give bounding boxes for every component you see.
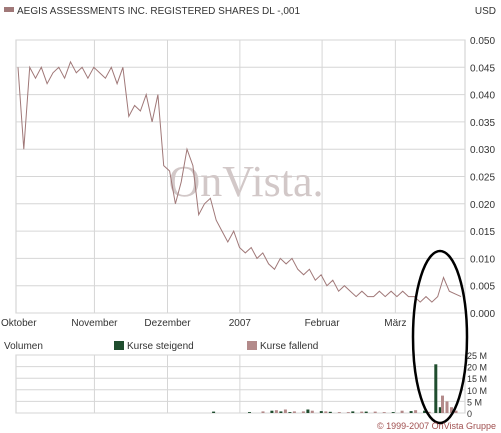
volume-panel (15, 354, 466, 414)
volume-y-tick-label: 15 M (467, 374, 487, 384)
legend-up-label: Kurse steigend (127, 341, 194, 352)
chart-title: AEGIS ASSESSMENTS INC. REGISTERED SHARES… (17, 6, 300, 17)
volume-bar-up (270, 410, 274, 413)
price-y-tick-label: 0.000 (470, 309, 495, 320)
volume-bar-down (283, 409, 287, 413)
volume-bar-up (212, 411, 216, 413)
volume-bar-down (373, 411, 377, 413)
price-y-tick-label: 0.025 (470, 173, 495, 184)
price-y-tick-label: 0.050 (470, 36, 495, 47)
title-legend-swatch (4, 7, 14, 12)
price-y-tick-label: 0.010 (470, 254, 495, 265)
price-y-tick-label: 0.035 (470, 118, 495, 129)
price-y-tick-label: 0.040 (470, 91, 495, 102)
price-series-line (17, 60, 462, 303)
price-x-tick-label: Februar (305, 318, 341, 329)
volume-bar-down (292, 411, 296, 413)
legend-up-swatch (114, 341, 124, 350)
volume-bar-down (427, 411, 431, 413)
price-x-tick-label: Oktober (1, 318, 37, 329)
volume-bar-down (274, 410, 278, 413)
volume-bar-down (261, 411, 265, 413)
volume-bar-up (248, 412, 251, 413)
volume-bar-down (337, 412, 341, 413)
price-grid (16, 39, 465, 314)
volume-bars (212, 364, 458, 413)
watermark: OnVista. (168, 157, 323, 206)
currency-label: USD (475, 6, 496, 17)
volume-bar-down (454, 410, 458, 413)
volume-y-tick-label: 5 M (467, 397, 482, 407)
legend-down-label: Kurse fallend (260, 341, 318, 352)
volume-bar-down (414, 410, 418, 413)
volume-bar-down (324, 411, 328, 413)
volume-bar-up (288, 412, 292, 413)
price-y-tick-label: 0.020 (470, 200, 495, 211)
volume-bar-down (400, 410, 404, 413)
price-y-axis: 0.050 0.045 0.040 0.035 0.030 0.025 0.020 0.015… (470, 36, 495, 320)
price-x-tick-label: November (71, 318, 118, 329)
legend-down-swatch (247, 341, 257, 350)
price-y-tick-label: 0.045 (470, 63, 495, 74)
volume-y-tick-label: 20 M (467, 363, 487, 373)
volume-bar-up (279, 411, 283, 413)
volume-y-tick-label: 25 M (467, 351, 487, 361)
volume-grid (16, 354, 465, 414)
volume-bar-up (328, 411, 332, 413)
price-y-tick-label: 0.015 (470, 227, 495, 238)
volume-title: Volumen (4, 341, 43, 352)
volume-bar-up (351, 411, 355, 413)
price-x-tick-label: 2007 (229, 318, 252, 329)
volume-bar-up (423, 410, 427, 413)
price-x-axis: Oktober November Dezember 2007 Februar März (1, 318, 406, 329)
volume-y-tick-label: 0 (467, 409, 472, 419)
price-y-tick-label: 0.005 (470, 282, 495, 293)
volume-bar-down (346, 412, 350, 413)
volume-bar-up (409, 411, 413, 413)
price-x-tick-label: Dezember (144, 318, 191, 329)
volume-bar-up (434, 364, 438, 413)
annotation-ellipse (411, 249, 469, 425)
volume-bar-up (319, 411, 323, 413)
volume-bar-down (360, 411, 364, 413)
volume-bar-down (382, 412, 386, 413)
volume-y-axis: 25 M 20 M15 M 10 M5 M 0 (467, 351, 487, 419)
volume-bar-down (441, 395, 444, 413)
volume-bar-up (306, 409, 310, 413)
price-y-tick-label: 0.030 (470, 145, 495, 156)
volume-bar-down (310, 410, 314, 413)
volume-bar-up (438, 407, 442, 413)
volume-bar-up (364, 411, 368, 413)
price-x-tick-label: März (384, 318, 406, 329)
volume-bar-down (450, 407, 453, 413)
volume-y-tick-label: 10 M (467, 386, 487, 396)
volume-bar-down (301, 411, 305, 413)
footer-copyright: © 1999-2007 OnVista Gruppe (377, 421, 496, 431)
volume-bar-down (445, 401, 449, 413)
volume-bar-up (391, 412, 395, 413)
